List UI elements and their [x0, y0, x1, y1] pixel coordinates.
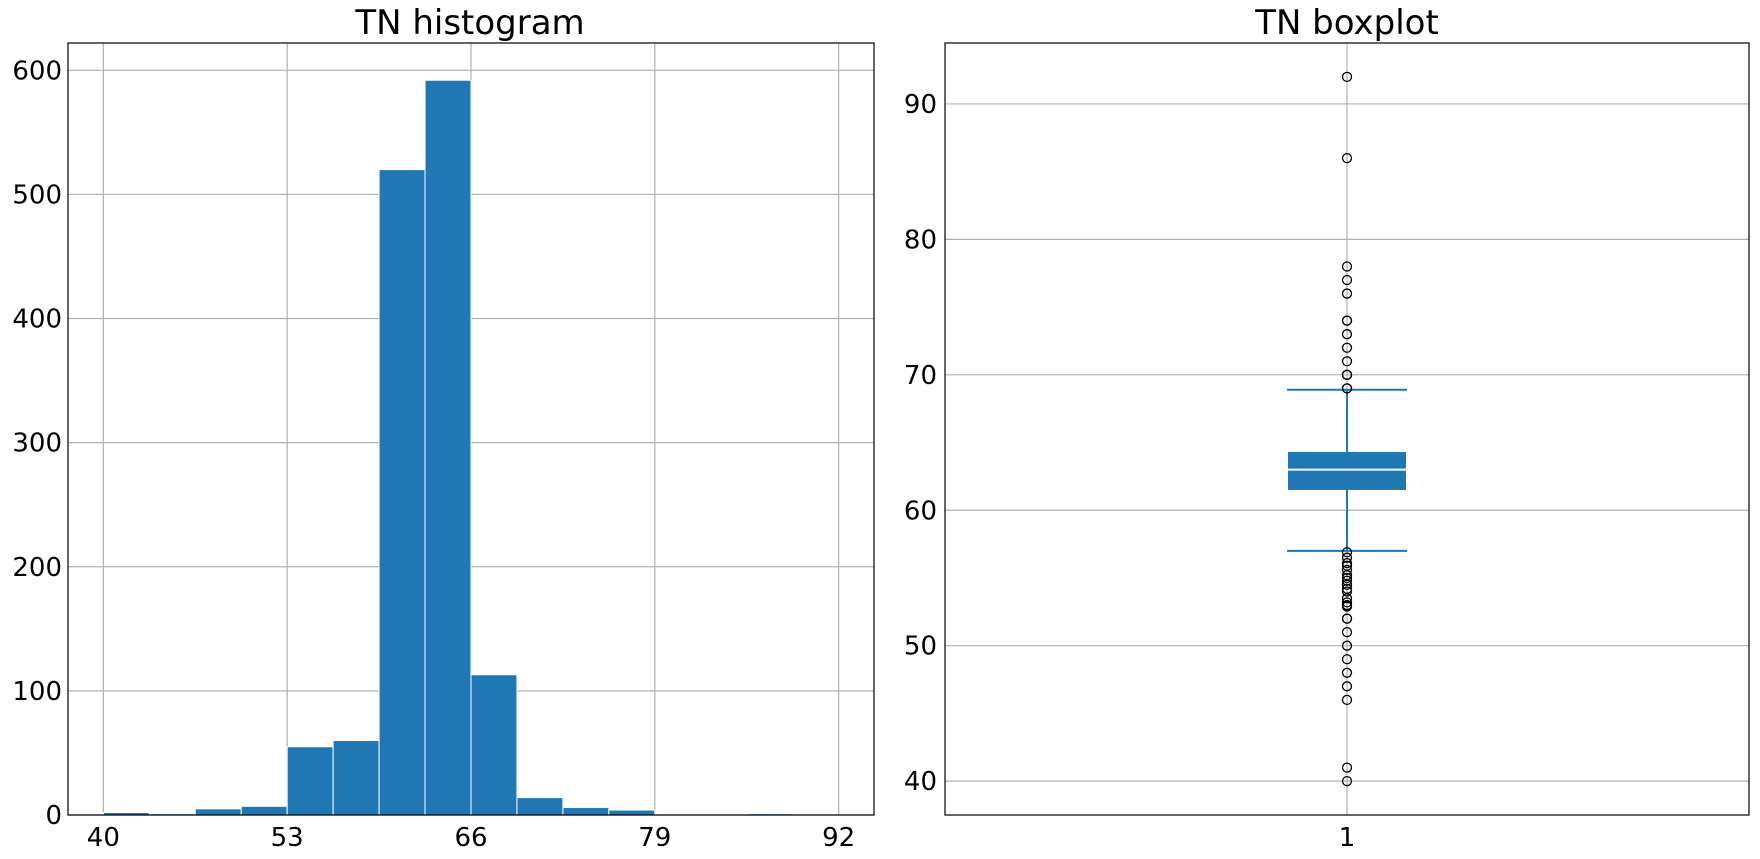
histogram-frame: [67, 42, 875, 816]
outlier-point: [1341, 557, 1353, 569]
histogram-x-tick-label: 92: [822, 823, 855, 853]
outlier-point: [1341, 564, 1353, 576]
outlier-point: [1341, 654, 1353, 665]
outlier-point: [1341, 586, 1353, 597]
histogram-y-ticks: 0 100 200 300 400 500 600: [12, 56, 62, 831]
outlier-point: [1341, 575, 1353, 586]
outlier-point: [1341, 579, 1353, 590]
histogram-title: TN histogram: [354, 3, 584, 43]
outlier-point: [1341, 274, 1353, 286]
boxplot-y-tick-label: 50: [904, 632, 937, 662]
outlier-point: [1341, 762, 1353, 773]
outlier-point: [1341, 775, 1353, 787]
histogram-y-tick-label: 500: [12, 180, 62, 210]
histogram-bar: [562, 807, 610, 816]
outlier-point: [1341, 152, 1353, 164]
box: [1288, 452, 1406, 490]
boxplot-x-ticks: 1: [1339, 823, 1356, 853]
outlier-point: [1341, 261, 1353, 272]
histogram-x-tick-label: 40: [87, 823, 120, 853]
histogram-bar: [286, 746, 334, 816]
histogram-x-tick-label: 66: [454, 823, 487, 853]
histogram-bar: [608, 809, 656, 816]
histogram-panel: TN histogram 40 53 66 79 92 0 100 200 300 400 500…: [12, 3, 875, 853]
outlier-point: [1341, 627, 1353, 638]
outlier-point: [1341, 329, 1353, 340]
histogram-y-tick-label: 300: [12, 429, 62, 459]
outlier-point: [1341, 694, 1353, 706]
boxplot-y-ticks: 40 50 60 70 80 90: [904, 90, 937, 797]
outlier-point: [1341, 597, 1353, 608]
histogram-bar: [516, 797, 564, 816]
outlier-point: [1341, 681, 1353, 692]
outlier-point: [1341, 613, 1353, 624]
outlier-point: [1341, 601, 1353, 612]
outlier-point: [1341, 288, 1353, 299]
histogram-y-tick-label: 100: [12, 677, 62, 707]
boxplot-y-tick-label: 80: [904, 225, 937, 255]
histogram-x-ticks: 40 53 66 79 92: [87, 823, 855, 853]
boxplot-title: TN boxplot: [1254, 3, 1439, 43]
outlier-point: [1341, 356, 1353, 367]
histogram-x-tick-label: 79: [638, 823, 671, 853]
boxplot-y-tick-label: 60: [904, 496, 937, 526]
histogram-bar: [470, 674, 518, 816]
histogram-y-tick-label: 400: [12, 305, 62, 335]
boxplot-frame: [944, 42, 1750, 816]
histogram-bars: [102, 79, 794, 816]
outlier-point: [1341, 572, 1353, 584]
outlier-point: [1341, 342, 1353, 353]
outlier-point: [1341, 667, 1353, 678]
histogram-y-tick-label: 600: [12, 56, 62, 86]
histogram-bar: [424, 79, 472, 816]
outlier-point: [1341, 593, 1353, 604]
outlier-point: [1341, 552, 1353, 563]
boxplot-y-tick-label: 40: [904, 767, 937, 797]
histogram-bar: [240, 805, 288, 816]
outlier-point: [1341, 369, 1353, 380]
outlier-point: [1341, 640, 1353, 651]
boxplot-x-tick-label: 1: [1339, 823, 1356, 853]
boxplot-y-tick-label: 90: [904, 90, 937, 120]
histogram-bar: [378, 169, 426, 816]
outlier-point: [1341, 315, 1353, 326]
boxplot-panel: TN boxplot 1 40 50 60 70 80 90: [904, 3, 1750, 853]
boxplot-body: [1287, 388, 1407, 552]
histogram-bar: [194, 808, 242, 816]
boxplot-y-tick-label: 70: [904, 361, 937, 391]
histogram-y-tick-label: 0: [45, 801, 62, 831]
outlier-point: [1341, 547, 1353, 558]
histogram-x-tick-label: 53: [271, 823, 304, 853]
boxplot-outliers: [1341, 71, 1353, 787]
histogram-y-tick-label: 200: [12, 553, 62, 583]
outlier-point: [1341, 383, 1353, 394]
outlier-point: [1341, 71, 1353, 83]
histogram-bar: [332, 740, 380, 816]
